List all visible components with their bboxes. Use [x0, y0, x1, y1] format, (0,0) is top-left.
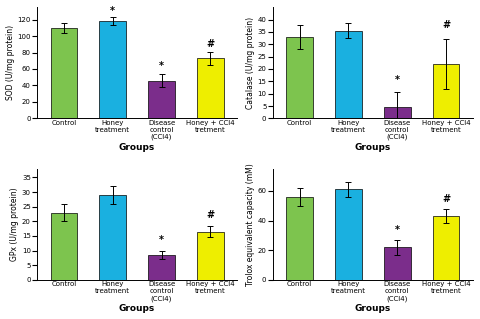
X-axis label: Groups: Groups: [119, 304, 155, 314]
Text: *: *: [395, 75, 400, 85]
X-axis label: Groups: Groups: [355, 304, 391, 314]
Text: *: *: [395, 225, 400, 235]
Bar: [50, 212, 77, 280]
Bar: [99, 21, 126, 118]
Bar: [99, 195, 126, 280]
Bar: [286, 197, 313, 280]
Bar: [148, 80, 175, 118]
Text: #: #: [442, 194, 450, 204]
Bar: [50, 28, 77, 118]
Text: *: *: [110, 5, 115, 16]
Y-axis label: SOD (U/mg protein): SOD (U/mg protein): [6, 25, 14, 100]
Bar: [197, 232, 224, 280]
X-axis label: Groups: Groups: [355, 143, 391, 152]
X-axis label: Groups: Groups: [119, 143, 155, 152]
Bar: [335, 189, 362, 280]
Y-axis label: Trolox equivalent capacity (mM): Trolox equivalent capacity (mM): [246, 163, 255, 286]
Text: #: #: [442, 19, 450, 29]
Text: #: #: [206, 39, 215, 49]
Bar: [384, 247, 410, 280]
Bar: [432, 216, 459, 280]
Y-axis label: GPx (U/mg protein): GPx (U/mg protein): [10, 188, 19, 261]
Bar: [384, 107, 410, 118]
Text: *: *: [159, 62, 164, 71]
Bar: [197, 58, 224, 118]
Bar: [335, 31, 362, 118]
Bar: [148, 255, 175, 280]
Text: #: #: [206, 210, 215, 220]
Bar: [432, 64, 459, 118]
Text: *: *: [159, 235, 164, 245]
Bar: [286, 37, 313, 118]
Y-axis label: Catalase (U/mg protein): Catalase (U/mg protein): [246, 17, 255, 109]
